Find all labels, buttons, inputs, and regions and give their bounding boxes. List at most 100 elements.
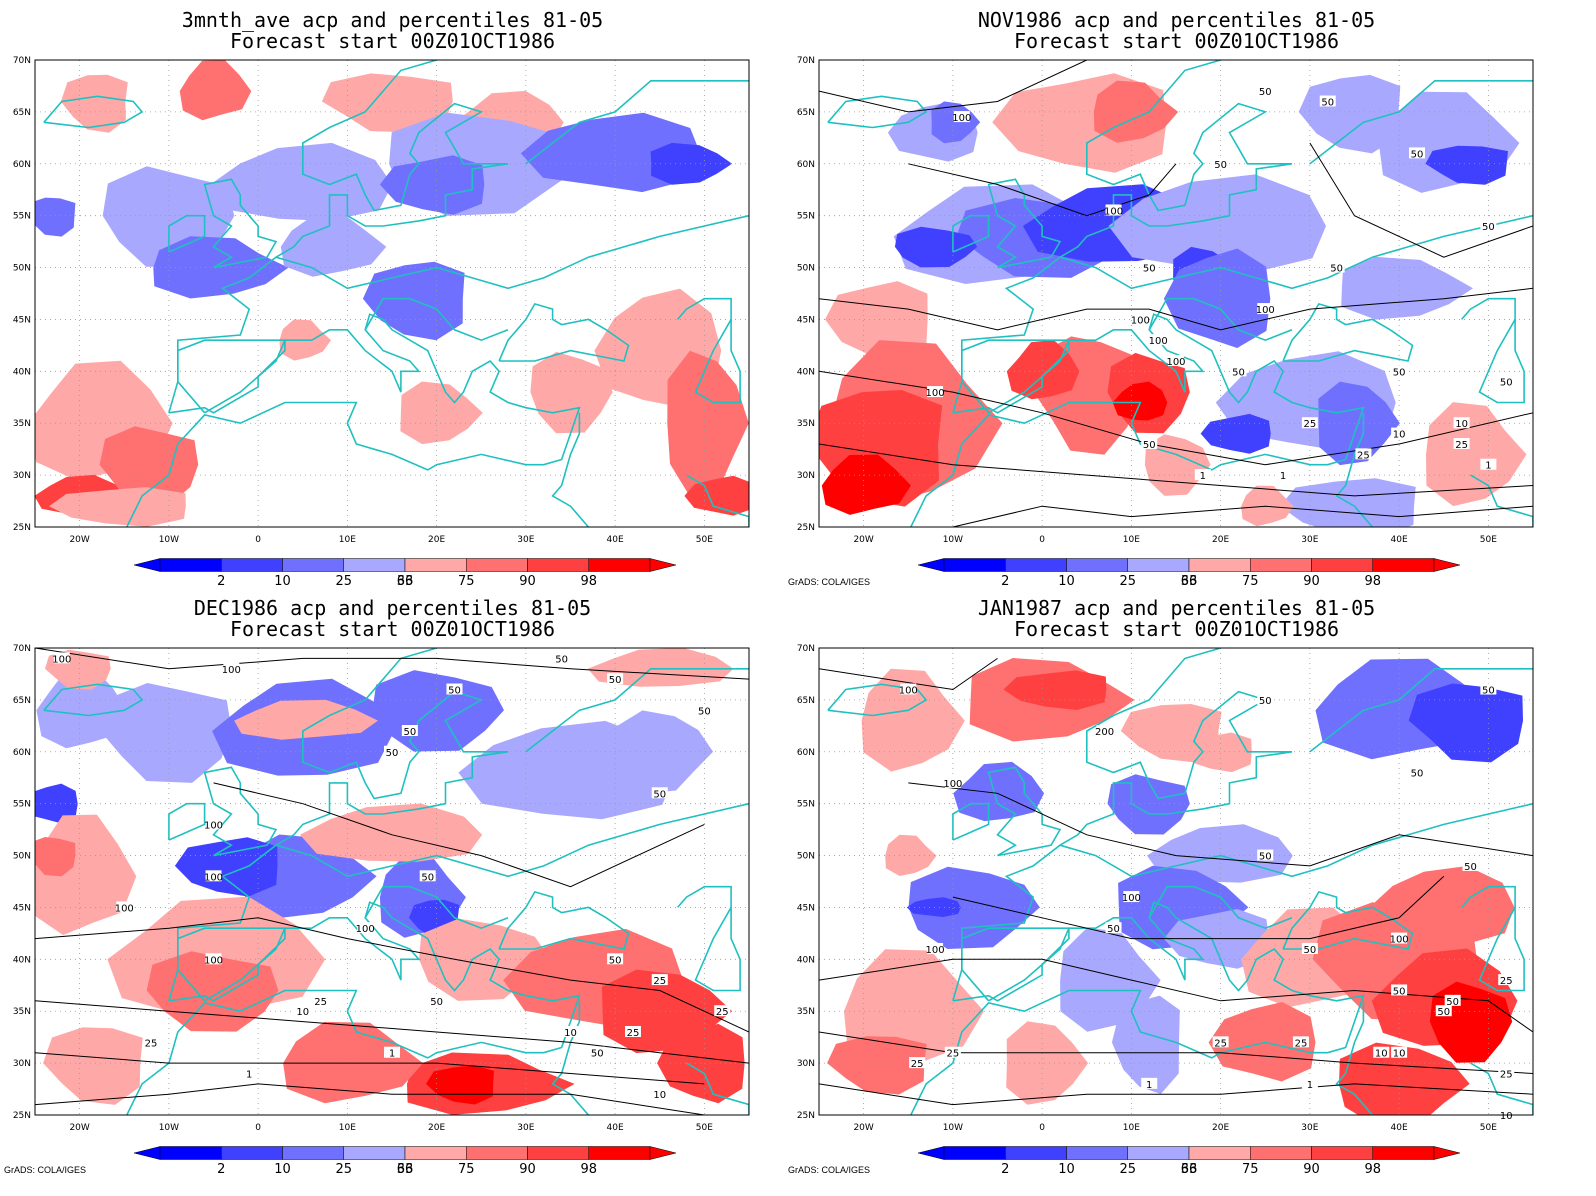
colorbar-label: 98 (581, 574, 598, 589)
coastline (987, 766, 1062, 857)
colorbar-label: 2 (1001, 1162, 1009, 1177)
colorbar-label: 90 (519, 574, 536, 589)
percentile-region (1339, 1042, 1470, 1115)
contour-label-bg (1480, 458, 1497, 470)
coastline (1309, 80, 1533, 165)
map-plot: 70N 65N 60N 55N 50N 45N 40N 35N 30N 25N 20W 10W 0 10E… (13, 56, 750, 589)
colorbar-segment (588, 558, 651, 572)
coastline (125, 901, 581, 1115)
colorbar-segment (1005, 1146, 1067, 1160)
contour-label: 1 (1200, 471, 1206, 482)
lat-label: 30N (797, 1059, 815, 1069)
lon-label: 50E (696, 1123, 713, 1133)
percentile-region (1111, 995, 1180, 1094)
percentile-region (615, 710, 714, 794)
contour-label: 10 (1393, 1049, 1406, 1060)
colorbar-label: 33 (1181, 1162, 1198, 1177)
percentile-region (280, 216, 387, 277)
colorbar-left-arrow (917, 1146, 945, 1160)
percentile-region (1200, 413, 1271, 454)
lat-label: 35N (797, 419, 815, 429)
coastline (275, 802, 749, 878)
lat-label: 50N (797, 852, 815, 862)
contour-label-bg (1212, 1036, 1229, 1048)
contour-line (819, 657, 998, 691)
coastline (525, 80, 749, 165)
percentile-region (1006, 1021, 1089, 1105)
contour-label-bg (1444, 994, 1461, 1006)
contour-label: 10 (1393, 430, 1406, 441)
contour-label: 100 (1149, 336, 1168, 347)
contour-label: 50 (1393, 367, 1406, 378)
contour-label-bg (900, 683, 917, 695)
contour-label-bg (1408, 147, 1425, 159)
contour-label: 1 (1307, 1080, 1313, 1091)
contour-label: 50 (1259, 87, 1272, 98)
contour-label: 1 (389, 1049, 395, 1060)
contour-label-bg (714, 1005, 731, 1017)
colorbar-label: 10 (274, 1162, 291, 1177)
lat-label: 45N (13, 903, 31, 913)
gridlines (35, 648, 749, 1115)
shading-layer (827, 658, 1523, 1115)
contour-label-bg (1355, 448, 1372, 460)
contour-label: 200 (1095, 727, 1114, 738)
colorbar-label: 10 (1058, 1162, 1075, 1177)
colorbar-label: 10 (1058, 574, 1075, 589)
lon-label: 20W (69, 1123, 89, 1133)
contour-label-bg (53, 652, 70, 664)
contour-label-bg (1391, 1046, 1408, 1058)
contour-label-bg (944, 1046, 961, 1058)
colorbar-label: 75 (458, 1162, 475, 1177)
lon-label: 10E (1123, 1123, 1140, 1133)
contour-label: 50 (430, 997, 443, 1008)
contour-label-bg (927, 386, 944, 398)
coastline (1059, 214, 1533, 290)
coastline (125, 313, 581, 527)
lat-label: 30N (13, 1059, 31, 1069)
percentile-region (1426, 402, 1527, 507)
contour-label: 25 (314, 997, 327, 1008)
map-frame (818, 59, 1534, 528)
percentile-region (1107, 774, 1190, 835)
coastline (827, 95, 928, 129)
contour-label-bg (384, 745, 400, 757)
contour-line (1309, 142, 1533, 258)
colorbar-segment (159, 558, 222, 572)
percentile-region (35, 837, 76, 877)
contour-label-bg (1391, 984, 1408, 996)
contour-label-bg (223, 662, 240, 674)
lat-label: 45N (797, 315, 815, 325)
contour-lines (35, 648, 749, 1115)
coastline (498, 890, 630, 950)
lat-label: 65N (13, 696, 31, 706)
colorbar-label: 25 (336, 1162, 353, 1177)
percentile-region (825, 281, 928, 361)
contour-label: 100 (925, 388, 944, 399)
contour-label-bg (1141, 261, 1158, 273)
lon-label: 50E (1480, 535, 1497, 545)
colorbar-label: 33 (397, 574, 414, 589)
contour-line (908, 163, 1177, 217)
percentile-region (1298, 74, 1401, 154)
colorbar-label: 33 (397, 1162, 414, 1177)
colorbar-segment (1188, 558, 1251, 572)
contour-label: 25 (947, 1049, 960, 1060)
lat-label: 65N (797, 108, 815, 118)
contour-label-bg (607, 673, 624, 685)
contour-label: 100 (1131, 315, 1150, 326)
contour-label-bg (1275, 469, 1292, 481)
contour-label-bg (1453, 437, 1470, 449)
percentile-region (1112, 381, 1168, 421)
contour-label: 25 (911, 1059, 924, 1070)
contour-label-bg (294, 1005, 311, 1017)
lon-label: 0 (255, 1123, 261, 1133)
coastline (827, 683, 928, 717)
colorbar-label: 25 (1120, 1162, 1137, 1177)
contour-label-bg (1408, 766, 1425, 778)
colorbar-segment (404, 1146, 467, 1160)
lat-label: 60N (13, 748, 31, 758)
contour-label: 50 (386, 748, 399, 759)
contour-label-bg (1257, 849, 1274, 861)
